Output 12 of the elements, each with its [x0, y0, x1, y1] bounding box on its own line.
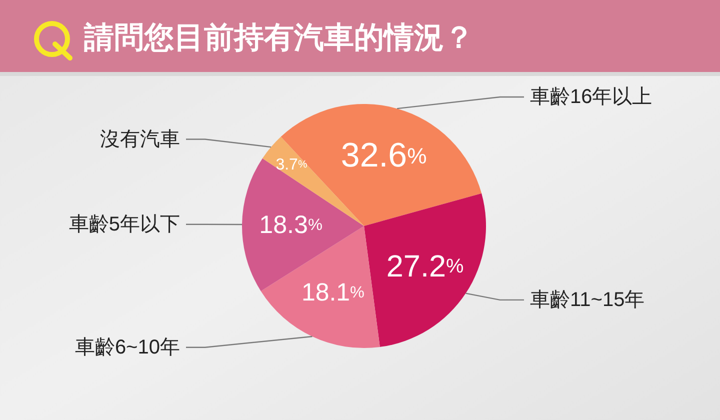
pie-slice: [364, 193, 486, 347]
data-label: 18.3%: [259, 211, 322, 240]
data-label: 18.1%: [301, 278, 364, 306]
slice-label: 車齡11~15年: [530, 288, 645, 311]
data-label: 3.7%: [276, 156, 308, 173]
slice-label: 車齡6~10年: [74, 336, 180, 358]
slice-label: 車齡16年以上: [530, 86, 652, 108]
data-label: 32.6%: [340, 136, 427, 175]
chart-title: 請問您目前持有汽車的情況？: [83, 22, 474, 54]
slice-label: 車齡5年以下: [68, 213, 180, 236]
slice-label: 沒有汽車: [100, 128, 180, 150]
data-label: 27.2%: [386, 249, 464, 284]
